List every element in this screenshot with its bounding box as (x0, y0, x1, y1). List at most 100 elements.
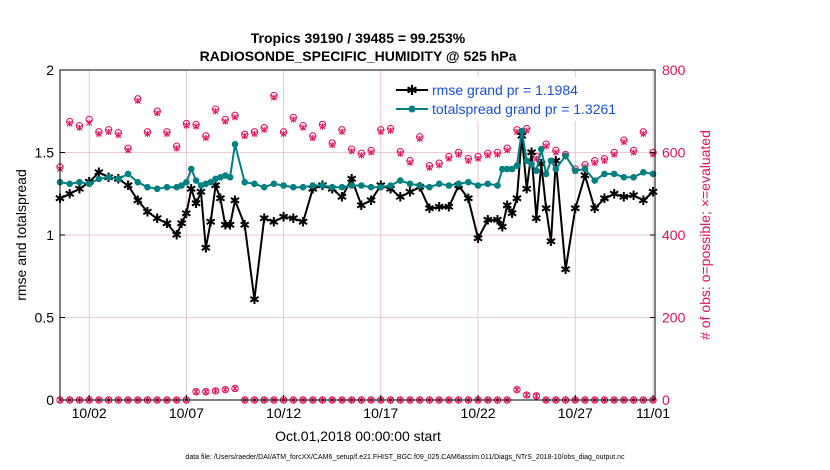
spread-point (518, 127, 526, 135)
rmse-point: ✱ (434, 200, 445, 215)
rmse-point: ✱ (268, 215, 279, 230)
rmse-point: ✱ (550, 154, 561, 169)
obs-evaluated-point (290, 116, 297, 123)
obs-evaluated-point (348, 148, 355, 155)
y-right-tick-label: 200 (662, 310, 686, 326)
spread-point (105, 173, 112, 181)
obs-evaluated-point (455, 151, 462, 158)
obs-evaluated-point (416, 135, 423, 143)
rmse-point: ✱ (225, 219, 236, 234)
spread-point (153, 185, 161, 193)
rmse-point: ✱ (356, 199, 367, 214)
spread-point (299, 183, 307, 191)
obs-possible-point (522, 391, 531, 399)
spread-point (260, 183, 268, 191)
rmse-point: ✱ (628, 189, 639, 204)
spread-point (494, 182, 501, 189)
spread-point (513, 162, 521, 169)
rmse-point: ✱ (502, 199, 513, 214)
obs-evaluated-point (368, 149, 375, 156)
obs-evaluated-point (591, 159, 598, 166)
obs-evaluated-point (338, 128, 345, 135)
obs-layer (56, 91, 657, 404)
spread-point (416, 182, 424, 189)
rmse-point: ✱ (521, 182, 532, 197)
obs-evaluated-point (426, 164, 433, 171)
x-tick-label: 10/22 (461, 405, 496, 421)
obs-possible-point (221, 385, 229, 394)
obs-evaluated-point (407, 159, 413, 166)
rmse-point: ✱ (259, 212, 270, 227)
spread-point (640, 169, 647, 176)
x-axis-label: Oct.01,2018 00:00:00 start (275, 428, 441, 444)
rmse-point: ✱ (541, 202, 552, 217)
rmse-point: ✱ (638, 194, 649, 209)
spread-point (552, 165, 560, 173)
obs-evaluated-point (494, 151, 501, 158)
y-tick-label: 0.5 (35, 310, 55, 326)
obs-evaluated-point (183, 122, 190, 129)
spread-point (95, 175, 103, 183)
spread-point (134, 178, 142, 186)
y-tick-label: 0 (46, 392, 54, 408)
legend-spread-label: totalspread grand pr = 1.3261 (432, 101, 616, 117)
rmse-point: ✱ (278, 210, 289, 225)
obs-evaluated-point (193, 123, 200, 130)
spread-point (309, 182, 317, 189)
rmse-point: ✱ (298, 215, 309, 230)
spread-point (620, 173, 628, 181)
spread-point (328, 183, 336, 191)
obs-evaluated-point (513, 386, 520, 393)
spread-point (367, 183, 375, 191)
rmse-point: ✱ (609, 187, 620, 202)
obs-evaluated-point (212, 387, 219, 395)
obs-evaluated-point (523, 127, 530, 134)
y-tick-label: 2 (46, 62, 54, 78)
rmse-point: ✱ (497, 220, 508, 235)
spread-point (290, 183, 297, 191)
obs-evaluated-point (144, 130, 151, 138)
spread-point (396, 177, 404, 184)
spread-point (508, 165, 516, 173)
rmse-point: ✱ (220, 219, 231, 234)
spread-point (144, 183, 151, 191)
rmse-point: ✱ (93, 166, 104, 181)
obs-evaluated-point (232, 114, 238, 121)
spread-point (377, 183, 385, 191)
spread-point (542, 170, 550, 178)
rmse-point: ✱ (336, 191, 347, 206)
obs-evaluated-point (212, 108, 219, 115)
rmse-point: ✱ (395, 191, 406, 206)
rmse-point: ✱ (560, 263, 571, 278)
rmse-point: ✱ (171, 229, 182, 244)
rmse-point: ✱ (249, 293, 260, 308)
spread-point (163, 183, 171, 191)
rmse-point: ✱ (230, 194, 241, 209)
spread-point (231, 140, 239, 148)
spread-point (115, 175, 122, 183)
obs-possible-point (532, 392, 541, 400)
legend-box (392, 77, 650, 121)
obs-evaluated-point (377, 128, 384, 135)
obs-evaluated-point (329, 141, 336, 149)
rmse-point: ✱ (64, 187, 75, 202)
rmse-point: ✱ (405, 186, 416, 201)
spread-point (226, 173, 234, 181)
legend-rmse: ✱ rmse grand pr = 1.1984 (396, 82, 578, 98)
obs-evaluated-point (270, 94, 277, 101)
rmse-point: ✱ (385, 182, 396, 197)
rmse-point: ✱ (424, 202, 435, 217)
rmse-point: ✱ (443, 200, 454, 215)
obs-evaluated-point (202, 388, 209, 395)
obs-evaluated-point (222, 118, 229, 125)
obs-evaluated-point (193, 388, 200, 395)
rmse-point: ✱ (346, 172, 357, 187)
obs-evaluated-point (309, 134, 316, 142)
spread-point (178, 182, 185, 189)
spread-point (406, 180, 414, 188)
rmse-point: ✱ (463, 192, 474, 207)
legend-spread-marker (408, 105, 416, 113)
spread-point (85, 180, 93, 188)
obs-evaluated-point (163, 130, 170, 138)
obs-evaluated-point (251, 130, 258, 138)
